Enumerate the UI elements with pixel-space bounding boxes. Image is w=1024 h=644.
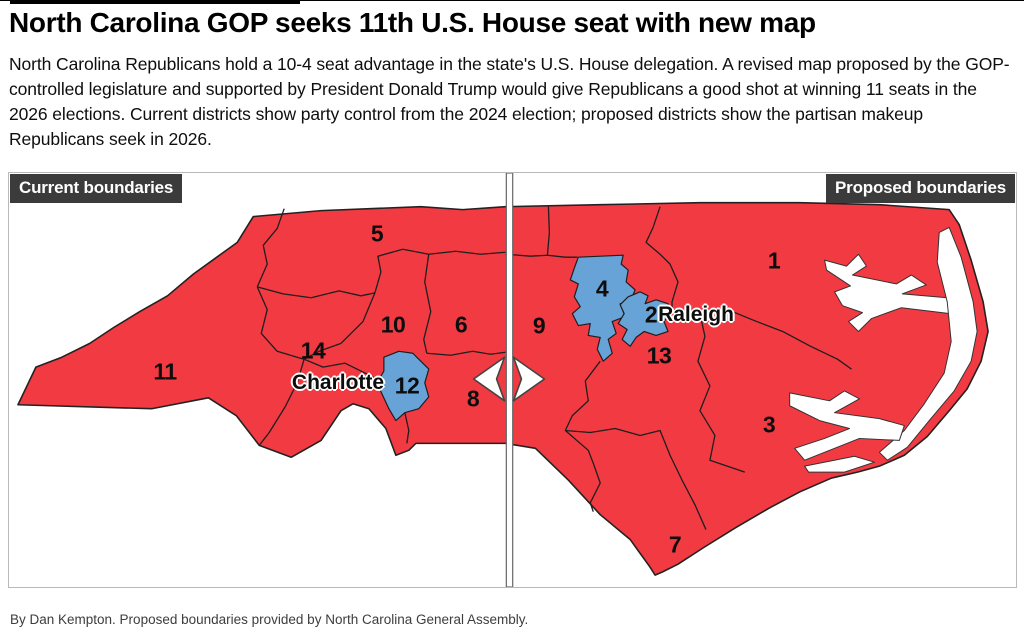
- nc-map-svg: [17, 173, 989, 587]
- district-boundaries-current: [256, 208, 506, 446]
- map-comparison-frame: Current boundaries Proposed boundaries 5…: [8, 172, 1017, 588]
- district-boundaries-proposed: [505, 206, 852, 530]
- top-hairline: [0, 0, 1024, 1]
- comparison-divider[interactable]: [505, 173, 514, 587]
- credit-line: By Dan Kempton. Proposed boundaries prov…: [10, 612, 529, 627]
- district-4-democratic: [569, 254, 636, 362]
- comparison-slider-handle[interactable]: [472, 356, 546, 402]
- headline-rule: [10, 0, 300, 4]
- pamlico-sound-water: [789, 390, 905, 461]
- intro-paragraph: North Carolina Republicans hold a 10-4 s…: [9, 54, 1010, 149]
- current-boundaries-label: Current boundaries: [10, 174, 183, 203]
- outer-banks-sound-water: [878, 226, 978, 461]
- neuse-river-water: [804, 455, 875, 473]
- state-silhouette: [17, 201, 989, 576]
- district-2-democratic: [617, 291, 671, 347]
- proposed-boundaries-label: Proposed boundaries: [826, 174, 1015, 203]
- district-12-democratic: [376, 350, 430, 422]
- headline: North Carolina GOP seeks 11th U.S. House…: [9, 7, 816, 38]
- slider-left-chevron-icon[interactable]: [472, 356, 506, 402]
- slider-right-chevron-icon[interactable]: [512, 356, 546, 402]
